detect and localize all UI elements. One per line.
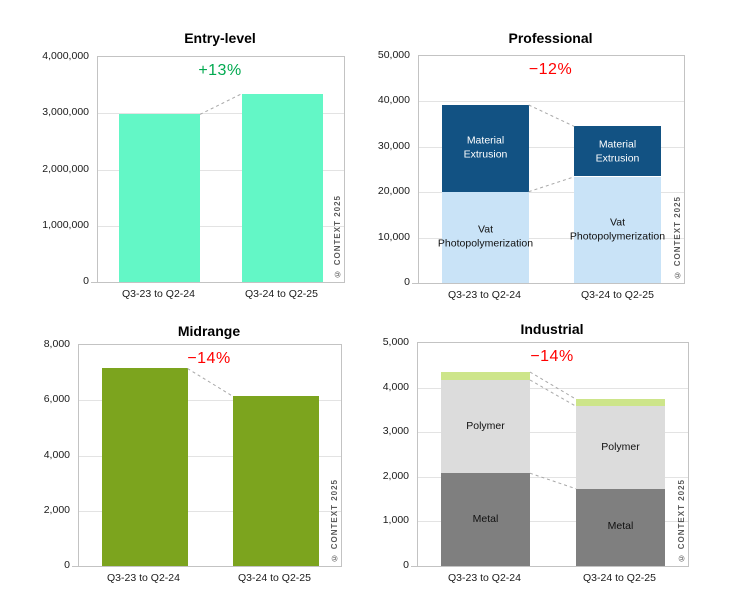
y-axis-tick-label: 0 [404,276,410,288]
y-axis-tick-label: 1,000,000 [42,219,89,231]
gridline [419,238,684,239]
plot-area: © CONTEXT 2025 Vat Photopolymerization Va… [412,55,685,284]
gridline [419,101,684,102]
y-axis-tick-label: 4,000 [43,449,70,461]
y-axis-tick-label: 4,000 [382,381,409,393]
bar-segment [576,489,665,566]
y-axis-tick-label: 10,000 [377,231,410,243]
gridline [418,477,688,478]
y-axis-tick-label: 6,000 [43,393,70,405]
copyright-watermark: © CONTEXT 2025 [330,478,339,562]
bar-segment [576,399,665,406]
plot-area: © CONTEXT 2025 Metal Metal Polymer Polymer [411,342,689,567]
y-axis-tick-label: 30,000 [377,140,410,152]
chart-title: Entry-level [184,30,256,46]
change-connector-lines [529,371,577,490]
y-axis-tick-label: 0 [403,559,409,571]
y-axis-tick-label: 2,000 [43,504,70,516]
gridline [98,113,344,114]
y-axis-tick-label: 40,000 [377,94,410,106]
x-axis-category-label: Q3-24 to Q2-25 [581,289,654,301]
gridline [418,388,688,389]
bar-segment [442,105,529,192]
bar-segment [574,126,661,176]
x-axis-category-label: Q3-23 to Q2-24 [448,289,521,301]
gridline [98,170,344,171]
y-axis-tick-label: 2,000 [382,470,409,482]
bar-segment [574,177,661,283]
bar-segment [102,368,188,566]
change-connector-lines [187,368,233,397]
gridline [418,432,688,433]
gridline [419,192,684,193]
bar-segment [441,380,530,473]
x-axis-category-label: Q3-24 to Q2-25 [238,572,311,584]
chart-industrial: Industrial −14% © CONTEXT 2025 Metal Meta… [370,302,740,605]
bar-segment [119,114,200,282]
plot-area: © CONTEXT 2025 [72,344,342,567]
change-percentage-label: −12% [528,61,573,78]
copyright-watermark: © CONTEXT 2025 [333,194,342,278]
gridline [79,511,341,512]
plot-area: © CONTEXT 2025 [91,56,345,283]
y-axis-tick-label: 5,000 [382,336,409,348]
y-axis-tick-label: 0 [64,559,70,571]
x-axis-category-label: Q3-24 to Q2-25 [583,572,656,584]
chart-entry-level: Entry-level +13% © CONTEXT 2025 0 1,000,0… [0,0,370,302]
axis-tick [72,566,79,567]
y-axis-tick-label: 3,000,000 [42,106,89,118]
chart-title: Professional [508,30,593,46]
y-axis-tick-label: 20,000 [377,185,410,197]
y-axis-tick-label: 8,000 [43,338,70,350]
x-axis-category-label: Q3-23 to Q2-24 [107,572,180,584]
y-axis-tick-label: 2,000,000 [42,163,89,175]
bar-segment [242,94,323,282]
chart-professional: Professional −12% © CONTEXT 2025 Vat Pho… [370,0,740,302]
axis-tick [411,566,418,567]
y-axis-tick-label: 3,000 [382,425,409,437]
change-percentage-label: −14% [187,350,231,367]
axis-tick [91,282,98,283]
gridline [79,456,341,457]
x-axis-category-label: Q3-23 to Q2-24 [448,572,521,584]
chart-title: Midrange [177,323,241,339]
copyright-watermark: © CONTEXT 2025 [673,195,682,279]
bar-segment [442,192,529,283]
x-axis-category-label: Q3-24 to Q2-25 [245,288,318,300]
gridline [98,226,344,227]
x-axis-category-label: Q3-23 to Q2-24 [122,288,195,300]
change-percentage-label: +13% [198,62,242,79]
chart-title: Industrial [520,321,584,337]
axis-tick [412,283,419,284]
gridline [418,521,688,522]
change-connector-lines [528,104,575,193]
y-axis-tick-label: 0 [83,275,89,287]
bar-segment [441,372,530,380]
bar-segment [441,473,530,566]
change-percentage-label: −14% [530,348,574,365]
copyright-watermark: © CONTEXT 2025 [677,478,686,562]
y-axis-tick-label: 4,000,000 [42,50,89,62]
gridline [79,400,341,401]
bar-segment [576,406,665,489]
y-axis-tick-label: 1,000 [382,514,409,526]
bar-segment [233,396,319,566]
change-connector-lines [199,93,243,115]
chart-midrange: Midrange −14% © CONTEXT 2025 0 2,000 4,000… [0,302,370,605]
gridline [419,147,684,148]
y-axis-tick-label: 50,000 [377,49,410,61]
